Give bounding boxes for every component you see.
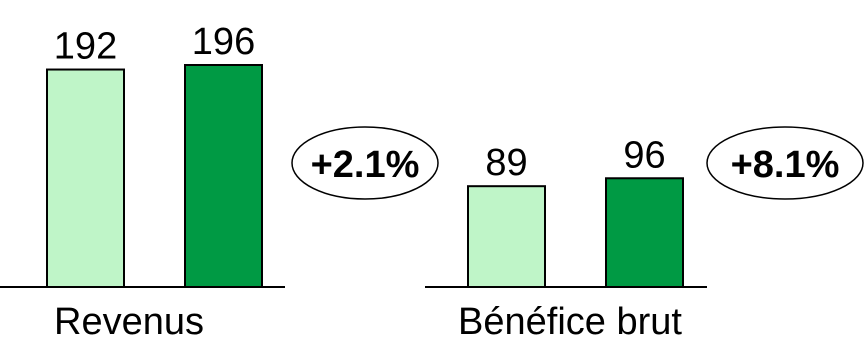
change-ellipse-revenus: [291, 126, 439, 200]
change-label-revenus: +2.1%: [311, 144, 420, 186]
bar-benefice-brut-current: [605, 177, 684, 288]
value-label-benefice-brut-current: 96: [623, 134, 665, 176]
bar-revenus-current: [184, 64, 263, 288]
category-label-revenus: Revenus: [54, 301, 204, 343]
bar-revenus-previous: [46, 68, 125, 288]
value-label-revenus-previous: 192: [54, 26, 117, 68]
change-ellipse-benefice-brut: [706, 126, 864, 200]
change-label-benefice-brut: +8.1%: [731, 144, 840, 186]
value-label-revenus-current: 196: [192, 21, 255, 63]
category-label-benefice-brut: Bénéfice brut: [458, 301, 682, 343]
value-label-benefice-brut-previous: 89: [485, 142, 527, 184]
bar-benefice-brut-previous: [467, 185, 546, 288]
chart-group-revenus: 192 196 Revenus +2.1%: [0, 21, 439, 343]
chart-group-benefice-brut: 89 96 Bénéfice brut +8.1%: [425, 126, 864, 343]
